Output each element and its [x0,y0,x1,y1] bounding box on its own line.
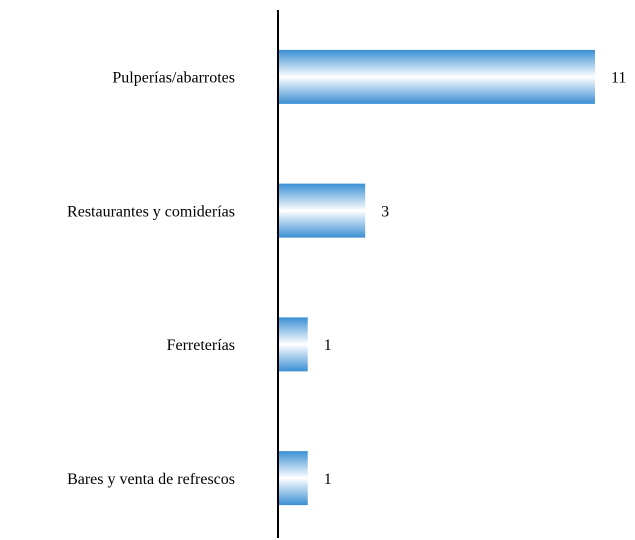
value-label: 1 [324,471,332,488]
category-label: Restaurantes y comiderías [67,203,235,220]
value-label: 3 [381,203,389,220]
bar [279,317,308,372]
bar [279,49,595,104]
bar [279,451,308,506]
category-label: Ferreterías [167,337,235,354]
bar [279,183,366,238]
value-label: 1 [324,337,332,354]
value-label: 11 [611,70,626,87]
category-label: Bares y venta de refrescos [67,471,235,488]
category-label: Pulperías/abarrotes [112,70,235,87]
